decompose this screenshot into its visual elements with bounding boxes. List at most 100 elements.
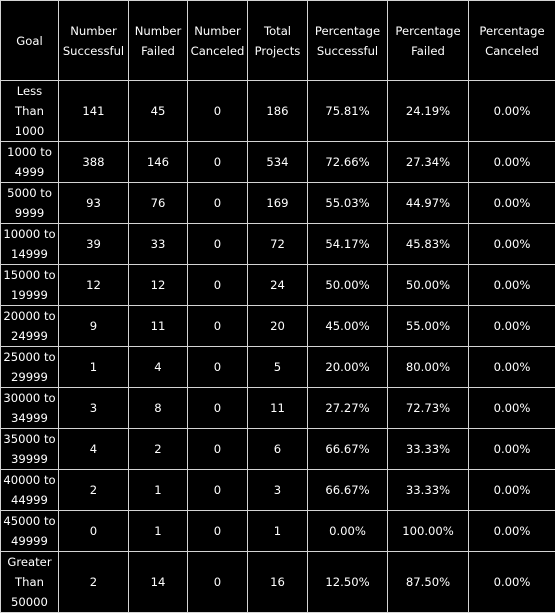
cell-percentage-canceled: 0.00% <box>469 81 555 142</box>
cell-number-failed: 45 <box>129 81 188 142</box>
cell-number-canceled: 0 <box>188 347 248 388</box>
cell-percentage-failed: 50.00% <box>388 265 469 306</box>
cell-percentage-canceled: 0.00% <box>469 142 555 183</box>
cell-number-failed: 1 <box>129 511 188 552</box>
cell-number-successful: 3 <box>59 388 129 429</box>
cell-number-failed: 4 <box>129 347 188 388</box>
cell-percentage-failed: 27.34% <box>388 142 469 183</box>
cell-number-failed: 8 <box>129 388 188 429</box>
cell-percentage-successful: 0.00% <box>308 511 388 552</box>
cell-percentage-successful: 20.00% <box>308 347 388 388</box>
cell-number-successful: 12 <box>59 265 129 306</box>
cell-percentage-failed: 80.00% <box>388 347 469 388</box>
cell-percentage-successful: 66.67% <box>308 470 388 511</box>
cell-total-projects: 169 <box>248 183 308 224</box>
cell-percentage-canceled: 0.00% <box>469 347 555 388</box>
cell-total-projects: 72 <box>248 224 308 265</box>
cell-total-projects: 16 <box>248 552 308 613</box>
cell-percentage-failed: 45.83% <box>388 224 469 265</box>
cell-number-successful: 0 <box>59 511 129 552</box>
cell-number-successful: 2 <box>59 552 129 613</box>
cell-number-successful: 4 <box>59 429 129 470</box>
cell-percentage-canceled: 0.00% <box>469 224 555 265</box>
cell-number-failed: 2 <box>129 429 188 470</box>
cell-percentage-successful: 55.03% <box>308 183 388 224</box>
cell-percentage-successful: 66.67% <box>308 429 388 470</box>
cell-percentage-successful: 27.27% <box>308 388 388 429</box>
cell-percentage-successful: 50.00% <box>308 265 388 306</box>
cell-percentage-canceled: 0.00% <box>469 388 555 429</box>
cell-number-canceled: 0 <box>188 470 248 511</box>
cell-number-failed: 146 <box>129 142 188 183</box>
cell-percentage-failed: 33.33% <box>388 429 469 470</box>
cell-number-canceled: 0 <box>188 429 248 470</box>
cell-percentage-failed: 100.00% <box>388 511 469 552</box>
cell-percentage-canceled: 0.00% <box>469 183 555 224</box>
cell-total-projects: 534 <box>248 142 308 183</box>
header-goal: Goal <box>1 1 59 81</box>
cell-number-successful: 2 <box>59 470 129 511</box>
cell-number-failed: 12 <box>129 265 188 306</box>
cell-percentage-failed: 33.33% <box>388 470 469 511</box>
cell-percentage-canceled: 0.00% <box>469 552 555 613</box>
cell-total-projects: 186 <box>248 81 308 142</box>
cell-number-canceled: 0 <box>188 552 248 613</box>
cell-number-failed: 11 <box>129 306 188 347</box>
cell-number-canceled: 0 <box>188 224 248 265</box>
cell-number-successful: 141 <box>59 81 129 142</box>
cell-number-failed: 76 <box>129 183 188 224</box>
cell-number-failed: 1 <box>129 470 188 511</box>
cell-total-projects: 1 <box>248 511 308 552</box>
cell-percentage-successful: 72.66% <box>308 142 388 183</box>
cell-percentage-successful: 12.50% <box>308 552 388 613</box>
cell-percentage-failed: 44.97% <box>388 183 469 224</box>
cell-number-successful: 93 <box>59 183 129 224</box>
cell-percentage-successful: 54.17% <box>308 224 388 265</box>
cell-number-failed: 33 <box>129 224 188 265</box>
cell-number-canceled: 0 <box>188 388 248 429</box>
cell-total-projects: 5 <box>248 347 308 388</box>
cell-number-successful: 39 <box>59 224 129 265</box>
cell-number-canceled: 0 <box>188 81 248 142</box>
cell-number-canceled: 0 <box>188 265 248 306</box>
cell-number-successful: 9 <box>59 306 129 347</box>
cell-number-canceled: 0 <box>188 142 248 183</box>
cell-total-projects: 6 <box>248 429 308 470</box>
cell-percentage-canceled: 0.00% <box>469 306 555 347</box>
cell-number-failed: 14 <box>129 552 188 613</box>
cell-number-canceled: 0 <box>188 306 248 347</box>
cell-number-canceled: 0 <box>188 183 248 224</box>
cell-percentage-canceled: 0.00% <box>469 265 555 306</box>
cell-percentage-canceled: 0.00% <box>469 511 555 552</box>
